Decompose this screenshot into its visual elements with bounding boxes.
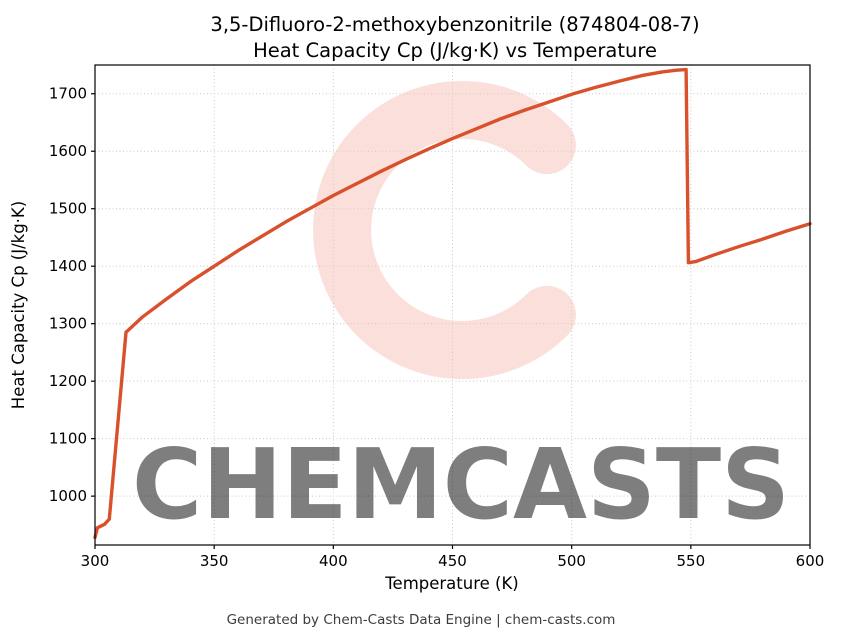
x-tick-label: 350 [200, 552, 229, 570]
x-tick-label: 400 [319, 552, 348, 570]
y-tick-label: 1200 [49, 372, 87, 390]
watermark-text: CHEMCASTS [132, 428, 790, 541]
y-tick-label: 1100 [49, 430, 87, 448]
series-layer [93, 67, 812, 540]
axes-layer: 300 350 400 450 500 550 600 1000 1100 1200 1300 140… [49, 64, 825, 570]
y-tick-label: 1000 [49, 487, 87, 505]
x-tick-label: 550 [677, 552, 706, 570]
chart-title-line2: Heat Capacity Cp (J/kg·K) vs Temperature [253, 39, 657, 62]
chart-title-line1: 3,5-Difluoro-2-methoxybenzonitrile (8748… [210, 13, 699, 36]
data-series-line [93, 67, 812, 540]
y-tick-label: 1300 [49, 315, 87, 333]
chemcasts-logo-icon [313, 81, 576, 379]
x-axis-label: Temperature (K) [384, 574, 518, 593]
x-tick-label: 600 [796, 552, 825, 570]
footer-text: Generated by Chem-Casts Data Engine | ch… [227, 612, 616, 628]
x-tick-label: 500 [557, 552, 586, 570]
y-tick-label: 1500 [49, 200, 87, 218]
y-tick-label: 1400 [49, 257, 87, 275]
x-tick-label: 300 [81, 552, 110, 570]
x-tick-label: 450 [438, 552, 467, 570]
y-axis-label: Heat Capacity Cp (J/kg·K) [9, 201, 28, 409]
y-tick-label: 1600 [49, 142, 87, 160]
y-tick-label: 1700 [49, 85, 87, 103]
watermark-layer: CHEMCASTS [132, 81, 790, 541]
